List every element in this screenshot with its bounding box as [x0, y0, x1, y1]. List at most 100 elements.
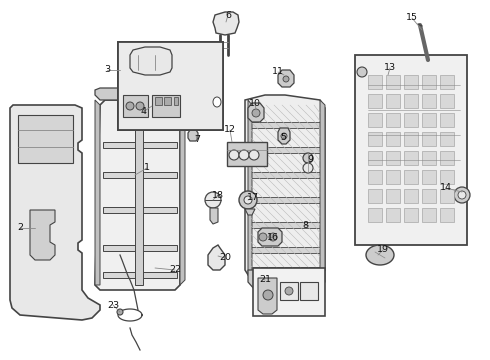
Bar	[386, 208, 400, 222]
Text: 2: 2	[17, 224, 23, 233]
Text: 8: 8	[302, 220, 308, 230]
Polygon shape	[320, 100, 325, 275]
Text: 4: 4	[140, 108, 146, 117]
Bar	[440, 208, 454, 222]
Circle shape	[117, 309, 123, 315]
Bar	[404, 170, 418, 184]
Polygon shape	[30, 210, 55, 260]
Bar	[280, 282, 298, 300]
Polygon shape	[248, 247, 322, 253]
Bar	[368, 151, 382, 165]
Bar	[368, 75, 382, 89]
Bar	[440, 132, 454, 146]
Text: 22: 22	[169, 266, 181, 274]
Polygon shape	[188, 130, 198, 141]
Polygon shape	[248, 267, 322, 273]
Polygon shape	[210, 208, 218, 224]
Polygon shape	[95, 88, 185, 100]
Circle shape	[454, 187, 470, 203]
Circle shape	[244, 196, 252, 204]
Polygon shape	[180, 100, 185, 285]
Text: 5: 5	[280, 134, 286, 143]
Polygon shape	[258, 278, 277, 314]
Bar	[386, 113, 400, 127]
Circle shape	[283, 76, 289, 82]
Bar	[422, 189, 436, 203]
Bar	[368, 132, 382, 146]
Bar	[174, 97, 178, 105]
Circle shape	[239, 150, 249, 160]
Bar	[422, 113, 436, 127]
Circle shape	[458, 191, 466, 199]
Bar	[123, 95, 148, 117]
Polygon shape	[130, 47, 172, 75]
Circle shape	[303, 153, 313, 163]
Circle shape	[249, 150, 259, 160]
Bar	[404, 189, 418, 203]
Circle shape	[229, 150, 239, 160]
Bar	[300, 282, 318, 300]
Text: 20: 20	[219, 253, 231, 262]
Circle shape	[205, 192, 221, 208]
Bar	[155, 97, 162, 105]
Text: 6: 6	[225, 10, 231, 19]
Bar	[253, 268, 325, 316]
Bar	[404, 75, 418, 89]
Polygon shape	[278, 70, 294, 87]
Polygon shape	[208, 245, 225, 270]
Bar	[386, 189, 400, 203]
Polygon shape	[95, 100, 180, 290]
Bar	[152, 95, 180, 117]
Polygon shape	[278, 128, 290, 144]
Bar	[404, 113, 418, 127]
Bar	[135, 105, 143, 285]
Text: 23: 23	[107, 301, 119, 310]
Circle shape	[239, 191, 257, 209]
Bar	[404, 151, 418, 165]
Polygon shape	[248, 100, 252, 275]
Bar	[18, 115, 73, 163]
Bar	[368, 94, 382, 108]
Circle shape	[269, 233, 277, 241]
Bar	[440, 170, 454, 184]
Ellipse shape	[213, 97, 221, 107]
Bar	[227, 142, 267, 166]
Bar	[386, 94, 400, 108]
Polygon shape	[248, 103, 264, 122]
Bar	[118, 42, 223, 130]
Text: 10: 10	[249, 99, 261, 108]
Polygon shape	[248, 197, 322, 203]
Bar	[422, 208, 436, 222]
Text: 13: 13	[384, 63, 396, 72]
Circle shape	[259, 233, 267, 241]
Bar	[368, 189, 382, 203]
Circle shape	[281, 133, 287, 139]
Circle shape	[285, 287, 293, 295]
Polygon shape	[95, 100, 100, 285]
Polygon shape	[258, 228, 282, 246]
Bar	[103, 207, 177, 213]
Polygon shape	[10, 105, 100, 320]
Bar	[103, 272, 177, 278]
Bar	[440, 94, 454, 108]
Text: 9: 9	[307, 156, 313, 165]
Polygon shape	[245, 95, 325, 282]
Bar	[422, 170, 436, 184]
Bar	[118, 42, 223, 130]
Text: 14: 14	[440, 184, 452, 193]
Text: 3: 3	[104, 66, 110, 75]
Polygon shape	[213, 12, 239, 35]
Bar	[368, 170, 382, 184]
Bar	[386, 132, 400, 146]
Circle shape	[126, 102, 134, 110]
Text: 19: 19	[377, 246, 389, 255]
Circle shape	[303, 163, 313, 173]
Bar	[103, 172, 177, 178]
Bar	[404, 132, 418, 146]
Bar	[440, 151, 454, 165]
Text: 15: 15	[406, 13, 418, 22]
Text: 11: 11	[272, 68, 284, 77]
Bar	[404, 94, 418, 108]
Bar	[440, 75, 454, 89]
Circle shape	[252, 109, 260, 117]
